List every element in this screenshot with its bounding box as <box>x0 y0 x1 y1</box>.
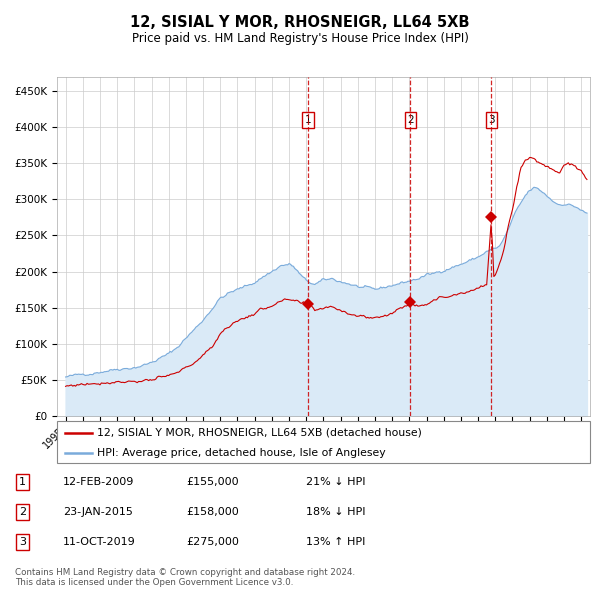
Text: 13% ↑ HPI: 13% ↑ HPI <box>306 537 365 547</box>
Text: 2: 2 <box>19 507 26 517</box>
Text: £158,000: £158,000 <box>186 507 239 517</box>
Text: Contains HM Land Registry data © Crown copyright and database right 2024.: Contains HM Land Registry data © Crown c… <box>15 568 355 576</box>
FancyBboxPatch shape <box>57 421 590 463</box>
Text: 3: 3 <box>488 115 495 125</box>
Text: £155,000: £155,000 <box>186 477 239 487</box>
Text: 23-JAN-2015: 23-JAN-2015 <box>63 507 133 517</box>
Text: HPI: Average price, detached house, Isle of Anglesey: HPI: Average price, detached house, Isle… <box>97 448 386 457</box>
Text: 11-OCT-2019: 11-OCT-2019 <box>63 537 136 547</box>
Text: 2: 2 <box>407 115 414 125</box>
Text: 3: 3 <box>19 537 26 547</box>
Text: 1: 1 <box>305 115 311 125</box>
Text: 12, SISIAL Y MOR, RHOSNEIGR, LL64 5XB: 12, SISIAL Y MOR, RHOSNEIGR, LL64 5XB <box>130 15 470 30</box>
Text: 18% ↓ HPI: 18% ↓ HPI <box>306 507 365 517</box>
Text: This data is licensed under the Open Government Licence v3.0.: This data is licensed under the Open Gov… <box>15 578 293 587</box>
Text: 1: 1 <box>19 477 26 487</box>
Text: 21% ↓ HPI: 21% ↓ HPI <box>306 477 365 487</box>
Text: 12, SISIAL Y MOR, RHOSNEIGR, LL64 5XB (detached house): 12, SISIAL Y MOR, RHOSNEIGR, LL64 5XB (d… <box>97 428 422 438</box>
Text: Price paid vs. HM Land Registry's House Price Index (HPI): Price paid vs. HM Land Registry's House … <box>131 32 469 45</box>
Text: 12-FEB-2009: 12-FEB-2009 <box>63 477 134 487</box>
Text: £275,000: £275,000 <box>186 537 239 547</box>
